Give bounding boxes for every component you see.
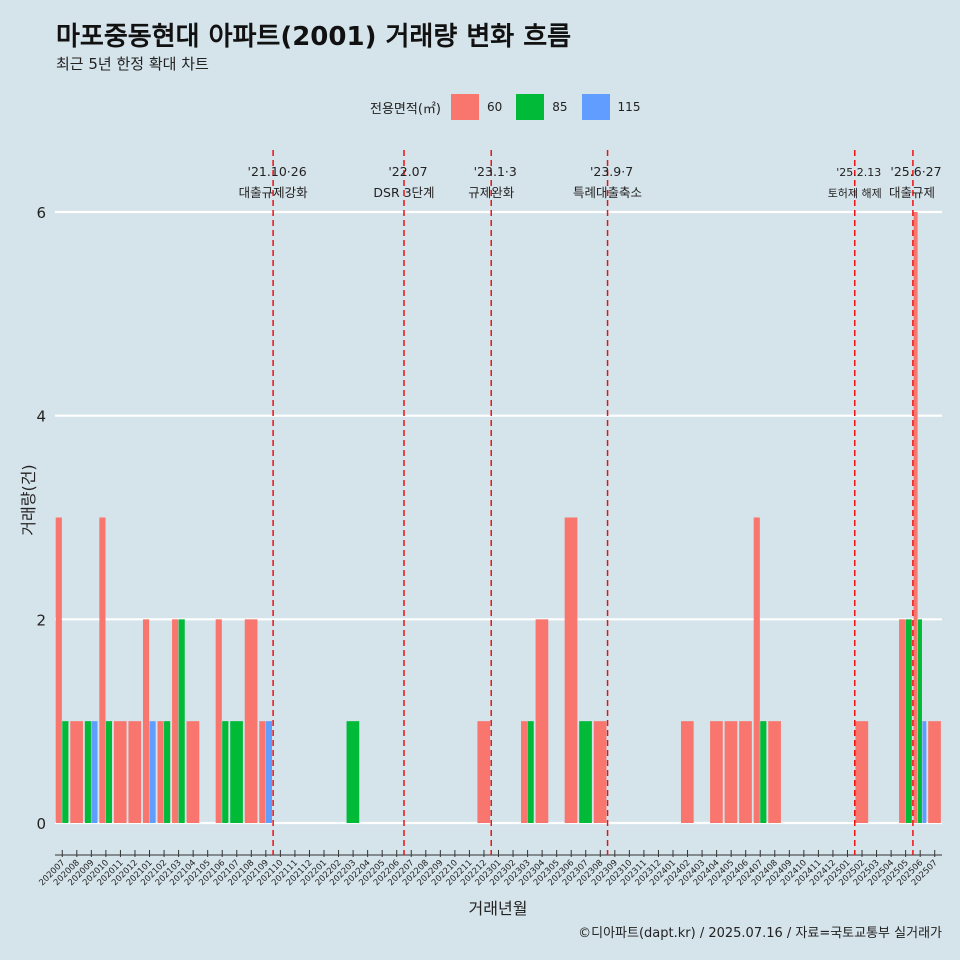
bar-60-202306 [564, 517, 578, 823]
bar-85-202203 [346, 721, 360, 823]
bar-60-202103 [172, 619, 179, 823]
event-date-202207: '22.07 [388, 164, 427, 179]
event-date-202502: '25.2.13 [836, 166, 881, 179]
event-label-202301: 규제완화 [468, 185, 515, 200]
bar-60-202405 [724, 721, 738, 823]
legend-item-85: 85 [516, 94, 568, 120]
bar-85-202505 [905, 619, 912, 823]
bar-60-202108 [244, 619, 258, 823]
event-label-202502: 토허제 해제 [828, 186, 882, 200]
bar-60-202406 [739, 721, 752, 823]
event-label-202309: 특례대출축소 [573, 185, 642, 200]
bar-60-202506 [913, 212, 918, 823]
event-label-202207: DSR 3단계 [373, 185, 434, 200]
bar-60-202212 [477, 721, 491, 823]
bar-85-202007 [62, 721, 69, 823]
bar-60-202507 [928, 721, 941, 823]
bar-85-202010 [105, 721, 113, 823]
bar-60-202407 [753, 517, 760, 823]
bar-85-202102 [164, 721, 171, 823]
bar-60-202010 [99, 517, 106, 823]
bar-60-202106 [215, 619, 222, 823]
bar-60-202303 [521, 721, 528, 823]
bar-60-202404 [710, 721, 723, 823]
bar-60-202012 [128, 721, 142, 823]
bar-60-202007 [55, 517, 62, 823]
bar-60-202502 [855, 721, 869, 823]
legend-swatch-115 [581, 94, 610, 120]
legend-swatch-85 [516, 94, 545, 120]
bar-85-202506 [918, 619, 922, 823]
bar-60-202008 [70, 721, 83, 823]
bar-60-202408 [768, 721, 781, 823]
event-date-202301: '23.1·3 [474, 164, 517, 179]
bar-115-202101 [149, 721, 156, 823]
event-label-202110: 대출규제강화 [239, 185, 309, 200]
y-tick-label: 2 [36, 611, 46, 629]
chart-subtitle: 최근 5년 한정 확대 차트 [56, 55, 209, 73]
chart-title: 마포중동현대 아파트(2001) 거래량 변화 흐름 [56, 22, 572, 52]
x-axis-title: 거래년월 [469, 899, 528, 918]
bar-85-202103 [178, 619, 185, 823]
legend: 전용면적(㎡) 60 85 115 [370, 94, 654, 120]
bar-60-202304 [535, 619, 549, 823]
bar-115-202506 [922, 721, 927, 823]
y-axis-title: 거래량(건) [19, 464, 38, 535]
bar-60-202109 [259, 721, 266, 823]
legend-label-115: 115 [617, 100, 641, 114]
bar-85-202303 [527, 721, 534, 823]
source-caption: ©디아파트(dapt.kr) / 2025.07.16 / 자료=국토교통부 실… [578, 926, 942, 941]
event-label-202506: 대출규제 [889, 185, 935, 200]
event-date-202309: '23.9·7 [590, 164, 633, 179]
bar-115-202109 [265, 721, 272, 823]
legend-item-115: 115 [581, 94, 641, 120]
legend-swatch-60 [450, 94, 479, 120]
bar-85-202107 [230, 721, 243, 823]
bar-85-202106 [222, 721, 229, 823]
legend-label-60: 60 [486, 100, 503, 114]
y-tick-label: 6 [36, 204, 46, 222]
bar-85-202407 [760, 721, 767, 823]
event-date-202506: '25.6·27 [890, 164, 941, 179]
bar-60-202101 [142, 619, 150, 823]
legend-label-85: 85 [552, 100, 568, 114]
bar-60-202402 [680, 721, 694, 823]
y-tick-label: 0 [36, 815, 46, 833]
bar-60-202505 [899, 619, 906, 823]
y-tick-label: 4 [36, 408, 46, 426]
bar-60-202308 [593, 721, 607, 823]
bar-85-202307 [579, 721, 592, 823]
bar-60-202011 [113, 721, 127, 823]
legend-item-60: 60 [450, 94, 503, 120]
legend-title: 전용면적(㎡) [370, 101, 441, 117]
bar-115-202009 [91, 721, 98, 823]
bar-85-202009 [84, 721, 91, 823]
bar-60-202102 [157, 721, 164, 823]
bar-60-202104 [186, 721, 200, 823]
event-date-202110: '21.10·26 [248, 164, 307, 179]
